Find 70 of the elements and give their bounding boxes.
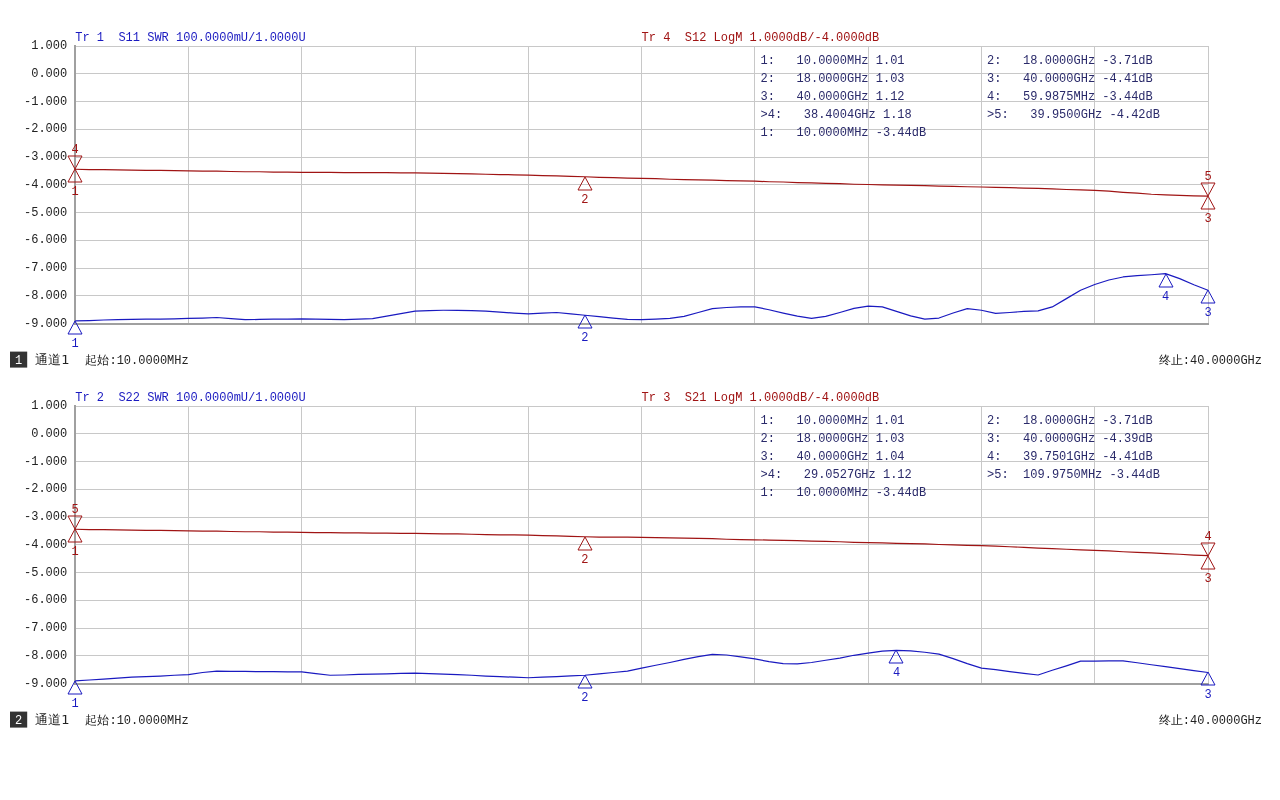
annotation: 5 bbox=[1204, 170, 1212, 185]
annotation: 1: 10.0000MHz -3.44dB bbox=[760, 486, 927, 500]
annotation: 3 bbox=[1204, 688, 1212, 703]
annotation: >4: 29.0527GHz 1.12 bbox=[760, 468, 912, 482]
text: 起始:10.0000MHz bbox=[85, 353, 189, 368]
annotation: 1 bbox=[71, 185, 79, 200]
annotation: 2 bbox=[581, 552, 589, 567]
annotation: 3: 40.0000GHz -4.41dB bbox=[987, 72, 1153, 86]
y-tick-label: -2.000 bbox=[23, 482, 68, 497]
annotation: 2 bbox=[581, 331, 589, 346]
annotation: 2 bbox=[581, 691, 589, 706]
y-tick-label: -3.000 bbox=[23, 150, 68, 165]
y-tick-label: -7.000 bbox=[23, 261, 68, 276]
y-tick-label: -7.000 bbox=[23, 621, 68, 636]
annotation: 4 bbox=[1161, 289, 1170, 304]
y-tick-label: 1.000 bbox=[31, 39, 68, 54]
y-tick-label: -8.000 bbox=[23, 649, 68, 664]
y-tick-label: -6.000 bbox=[23, 593, 68, 608]
y-tick-label: -9.000 bbox=[23, 316, 68, 331]
y-tick-label: -9.000 bbox=[23, 676, 68, 691]
y-tick-label: -2.000 bbox=[23, 122, 68, 137]
annotation: 4 bbox=[892, 666, 901, 681]
annotation: 4 bbox=[71, 143, 79, 158]
annotation: 5 bbox=[71, 503, 79, 518]
y-tick-label: -4.000 bbox=[23, 537, 68, 552]
y-tick-label: 1.000 bbox=[31, 399, 68, 414]
text: 起始:10.0000MHz bbox=[85, 713, 189, 728]
y-tick-label: -5.000 bbox=[23, 565, 68, 580]
annotation: 2: 18.0000GHz -3.71dB bbox=[987, 54, 1153, 68]
annotation: 3 bbox=[1204, 212, 1212, 227]
annotation: 1: 10.0000MHz 1.01 bbox=[760, 414, 905, 428]
annotation: 3: 40.0000GHz 1.12 bbox=[760, 90, 905, 104]
text: Tr 1 S11 SWR 100.0000mU/1.0000U bbox=[75, 31, 306, 45]
annotation: 2: 18.0000GHz 1.03 bbox=[760, 72, 905, 86]
x-axis-title: 通道1 bbox=[35, 711, 70, 727]
y-tick-label: -1.000 bbox=[23, 454, 68, 469]
annotation: 3: 40.0000GHz 1.04 bbox=[760, 450, 905, 464]
y-tick-label: 0.000 bbox=[31, 66, 68, 81]
annotation: 1 bbox=[71, 336, 79, 351]
x-axis-title: 通道1 bbox=[35, 351, 70, 367]
text: 1 bbox=[15, 353, 23, 368]
text: Tr 2 S22 SWR 100.0000mU/1.0000U bbox=[75, 391, 306, 405]
annotation: 2 bbox=[581, 192, 589, 207]
text: 2 bbox=[15, 713, 23, 728]
annotation: 2: 18.0000GHz 1.03 bbox=[760, 432, 905, 446]
annotation: 4: 59.9875MHz -3.44dB bbox=[987, 90, 1153, 104]
text: 终止:40.0000GHz bbox=[1158, 713, 1262, 728]
annotation: 1: 10.0000MHz 1.01 bbox=[760, 54, 905, 68]
annotation: 4 bbox=[1204, 530, 1212, 545]
annotation: >4: 38.4004GHz 1.18 bbox=[760, 108, 912, 122]
annotation: 1 bbox=[71, 545, 79, 560]
annotation: 3: 40.0000GHz -4.39dB bbox=[987, 432, 1153, 446]
annotation: >5: 39.9500GHz -4.42dB bbox=[987, 108, 1160, 122]
annotation: 3 bbox=[1204, 571, 1212, 586]
text: Tr 4 S12 LogM 1.0000dB/-4.0000dB bbox=[641, 31, 880, 45]
y-tick-label: -5.000 bbox=[23, 205, 68, 220]
text: Tr 3 S21 LogM 1.0000dB/-4.0000dB bbox=[641, 391, 880, 405]
y-tick-label: -4.000 bbox=[23, 177, 68, 192]
y-tick-label: -3.000 bbox=[23, 510, 68, 525]
annotation: 2: 18.0000GHz -3.71dB bbox=[987, 414, 1153, 428]
text: 终止:40.0000GHz bbox=[1158, 353, 1262, 368]
annotation: 1: 10.0000MHz -3.44dB bbox=[760, 126, 927, 140]
annotation: 4: 39.7501GHz -4.41dB bbox=[987, 450, 1153, 464]
annotation: >5: 109.9750MHz -3.44dB bbox=[987, 468, 1160, 482]
annotation: 1 bbox=[71, 696, 79, 711]
y-tick-label: -6.000 bbox=[23, 233, 68, 248]
y-tick-label: -8.000 bbox=[23, 289, 68, 304]
annotation: 3 bbox=[1204, 306, 1212, 321]
y-tick-label: 0.000 bbox=[31, 426, 68, 441]
y-tick-label: -1.000 bbox=[23, 94, 68, 109]
